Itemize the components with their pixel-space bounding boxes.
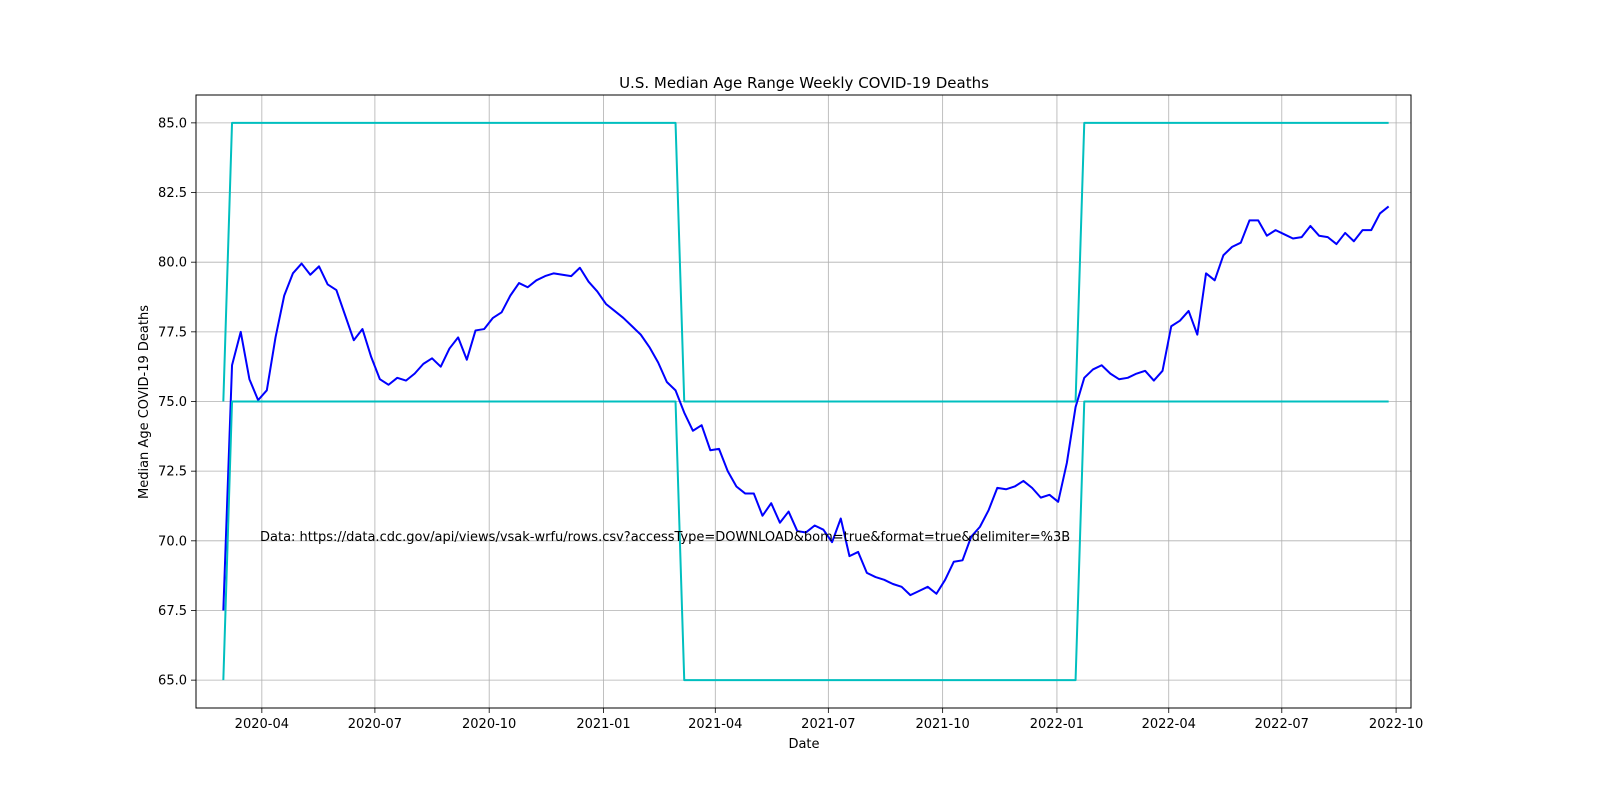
y-axis-label: Median Age COVID-19 Deaths [137, 305, 152, 499]
x-tick-label: 2022-07 [1255, 717, 1309, 732]
x-tick-label: 2020-07 [348, 717, 402, 732]
grid [196, 95, 1411, 708]
x-tick-label: 2021-04 [688, 717, 742, 732]
x-axis-label: Date [788, 737, 819, 752]
y-tick-label: 82.5 [158, 186, 187, 201]
chart-title: U.S. Median Age Range Weekly COVID-19 De… [619, 74, 989, 92]
y-tick-label: 75.0 [158, 395, 187, 410]
y-tick-label: 80.0 [158, 256, 187, 271]
x-tick-label: 2021-07 [801, 717, 855, 732]
lower-bound-line [222, 400, 1389, 682]
data-source-annotation: Data: https://data.cdc.gov/api/views/vsa… [260, 530, 1070, 545]
y-tick-label: 67.5 [158, 604, 187, 619]
y-tick-label: 85.0 [158, 116, 187, 131]
x-tick-label: 2022-04 [1142, 717, 1196, 732]
axis-ticks: 2020-04 2020-07 2020-10 2021-01 2021-04 2021-… [158, 116, 1423, 732]
x-tick-label: 2020-04 [235, 717, 289, 732]
y-tick-label: 65.0 [158, 674, 187, 689]
median-age-line [222, 205, 1390, 611]
x-tick-label: 2022-10 [1369, 717, 1423, 732]
x-tick-label: 2021-10 [915, 717, 969, 732]
y-tick-label: 70.0 [158, 534, 187, 549]
x-tick-label: 2021-01 [576, 717, 630, 732]
x-tick-label: 2022-01 [1030, 717, 1084, 732]
upper-bound-line [222, 121, 1389, 403]
y-tick-label: 77.5 [158, 325, 187, 340]
y-tick-label: 72.5 [158, 465, 187, 480]
series-group [222, 121, 1390, 682]
x-tick-label: 2020-10 [462, 717, 516, 732]
